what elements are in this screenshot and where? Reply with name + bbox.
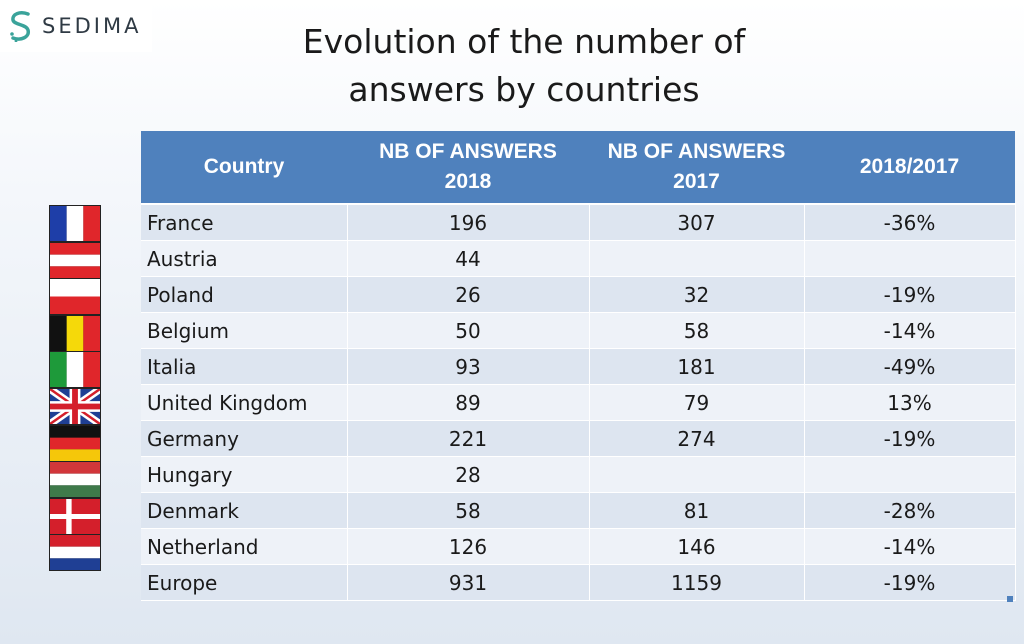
country-cell: Austria xyxy=(141,240,348,277)
table-row: Austria 44 xyxy=(141,240,1016,277)
page-title: Evolution of the number of answers by co… xyxy=(224,18,824,114)
ratio-cell: -14% xyxy=(804,312,1016,349)
ratio-cell: -19% xyxy=(804,420,1016,457)
header-ratio: 2018/2017 xyxy=(804,131,1015,205)
flags-column xyxy=(49,205,101,572)
country-cell: United Kingdom xyxy=(141,384,348,421)
nb-2018-cell: 196 xyxy=(347,204,590,241)
nb-2017-cell: 181 xyxy=(589,348,805,385)
germany-flag-icon xyxy=(50,425,100,461)
answers-table: Country NB OF ANSWERS 2018 NB OF ANSWERS… xyxy=(141,131,1016,601)
nb-2017-cell: 307 xyxy=(589,204,805,241)
header-nb-2017-line-1: NB OF ANSWERS xyxy=(607,140,786,163)
country-cell: Germany xyxy=(141,420,348,457)
ratio-cell: -19% xyxy=(804,276,1016,313)
country-cell: Netherland xyxy=(141,528,348,565)
netherlands-flag-icon xyxy=(50,535,100,571)
nb-2018-cell: 58 xyxy=(347,492,590,529)
table-row-total: Europe 931 1159 -19% xyxy=(141,564,1016,601)
nb-2018-cell: 26 xyxy=(347,276,590,313)
nb-2017-cell xyxy=(589,240,805,277)
nb-2017-cell: 81 xyxy=(589,492,805,529)
nb-2017-cell: 58 xyxy=(589,312,805,349)
nb-2017-cell: 79 xyxy=(589,384,805,421)
nb-2018-cell: 44 xyxy=(347,240,590,277)
table-row: Belgium 50 58 -14% xyxy=(141,312,1016,349)
title-line-1: Evolution of the number of xyxy=(302,22,746,61)
logo-text: SEDIMA xyxy=(42,14,142,38)
table-row: Hungary 28 xyxy=(141,456,1016,493)
header-country: Country xyxy=(141,131,347,205)
nb-2017-cell: 1159 xyxy=(589,564,805,601)
ratio-cell: -14% xyxy=(804,528,1016,565)
poland-flag-icon xyxy=(50,279,100,315)
country-cell: Belgium xyxy=(141,312,348,349)
country-cell: Denmark xyxy=(141,492,348,529)
header-nb-2017-line-2: 2017 xyxy=(673,170,720,193)
nb-2018-cell: 126 xyxy=(347,528,590,565)
header-nb-2018: NB OF ANSWERS 2018 xyxy=(347,131,589,205)
nb-2018-cell: 28 xyxy=(347,456,590,493)
nb-2018-cell: 89 xyxy=(347,384,590,421)
header-nb-2018-line-2: 2018 xyxy=(444,170,492,193)
table-row: Germany 221 274 -19% xyxy=(141,420,1016,457)
denmark-flag-icon xyxy=(50,498,100,534)
ratio-cell: -36% xyxy=(804,204,1016,241)
ratio-cell: -28% xyxy=(804,492,1016,529)
header-nb-2017: NB OF ANSWERS 2017 xyxy=(589,131,804,205)
country-cell: France xyxy=(141,204,348,241)
header-nb-2018-line-1: NB OF ANSWERS xyxy=(379,140,557,163)
table-row: Poland 26 32 -19% xyxy=(141,276,1016,313)
country-cell: Italia xyxy=(141,348,348,385)
country-cell: Poland xyxy=(141,276,348,313)
sedima-logo-icon xyxy=(10,11,30,42)
nb-2018-cell: 931 xyxy=(347,564,590,601)
ratio-cell xyxy=(804,240,1016,277)
nb-2017-cell: 32 xyxy=(589,276,805,313)
ratio-cell xyxy=(804,456,1016,493)
table-row: Denmark 58 81 -28% xyxy=(141,492,1016,529)
title-line-2: answers by countries xyxy=(348,70,700,109)
nb-2018-cell: 221 xyxy=(347,420,590,457)
belgium-flag-icon xyxy=(50,315,100,351)
nb-2018-cell: 93 xyxy=(347,348,590,385)
country-cell: Europe xyxy=(141,564,348,601)
table-row: United Kingdom 89 79 13% xyxy=(141,384,1016,421)
nb-2017-cell xyxy=(589,456,805,493)
ratio-cell: -19% xyxy=(804,564,1016,601)
ratio-cell: -49% xyxy=(804,348,1016,385)
italy-flag-icon xyxy=(50,352,100,388)
nb-2018-cell: 50 xyxy=(347,312,590,349)
nb-2017-cell: 146 xyxy=(589,528,805,565)
table-resize-handle xyxy=(1007,596,1013,602)
table-row: Italia 93 181 -49% xyxy=(141,348,1016,385)
austria-flag-icon xyxy=(50,242,100,278)
country-cell: Hungary xyxy=(141,456,348,493)
nb-2017-cell: 274 xyxy=(589,420,805,457)
france-flag-icon xyxy=(50,206,100,241)
table-header-row: Country NB OF ANSWERS 2018 NB OF ANSWERS… xyxy=(141,131,1015,205)
table-row: Netherland 126 146 -14% xyxy=(141,528,1016,565)
sedima-logo: SEDIMA xyxy=(0,0,152,52)
table-row: France 196 307 -36% xyxy=(141,204,1016,241)
hungary-flag-icon xyxy=(50,462,100,498)
ratio-cell: 13% xyxy=(804,384,1016,421)
uk-flag-icon xyxy=(50,388,100,424)
